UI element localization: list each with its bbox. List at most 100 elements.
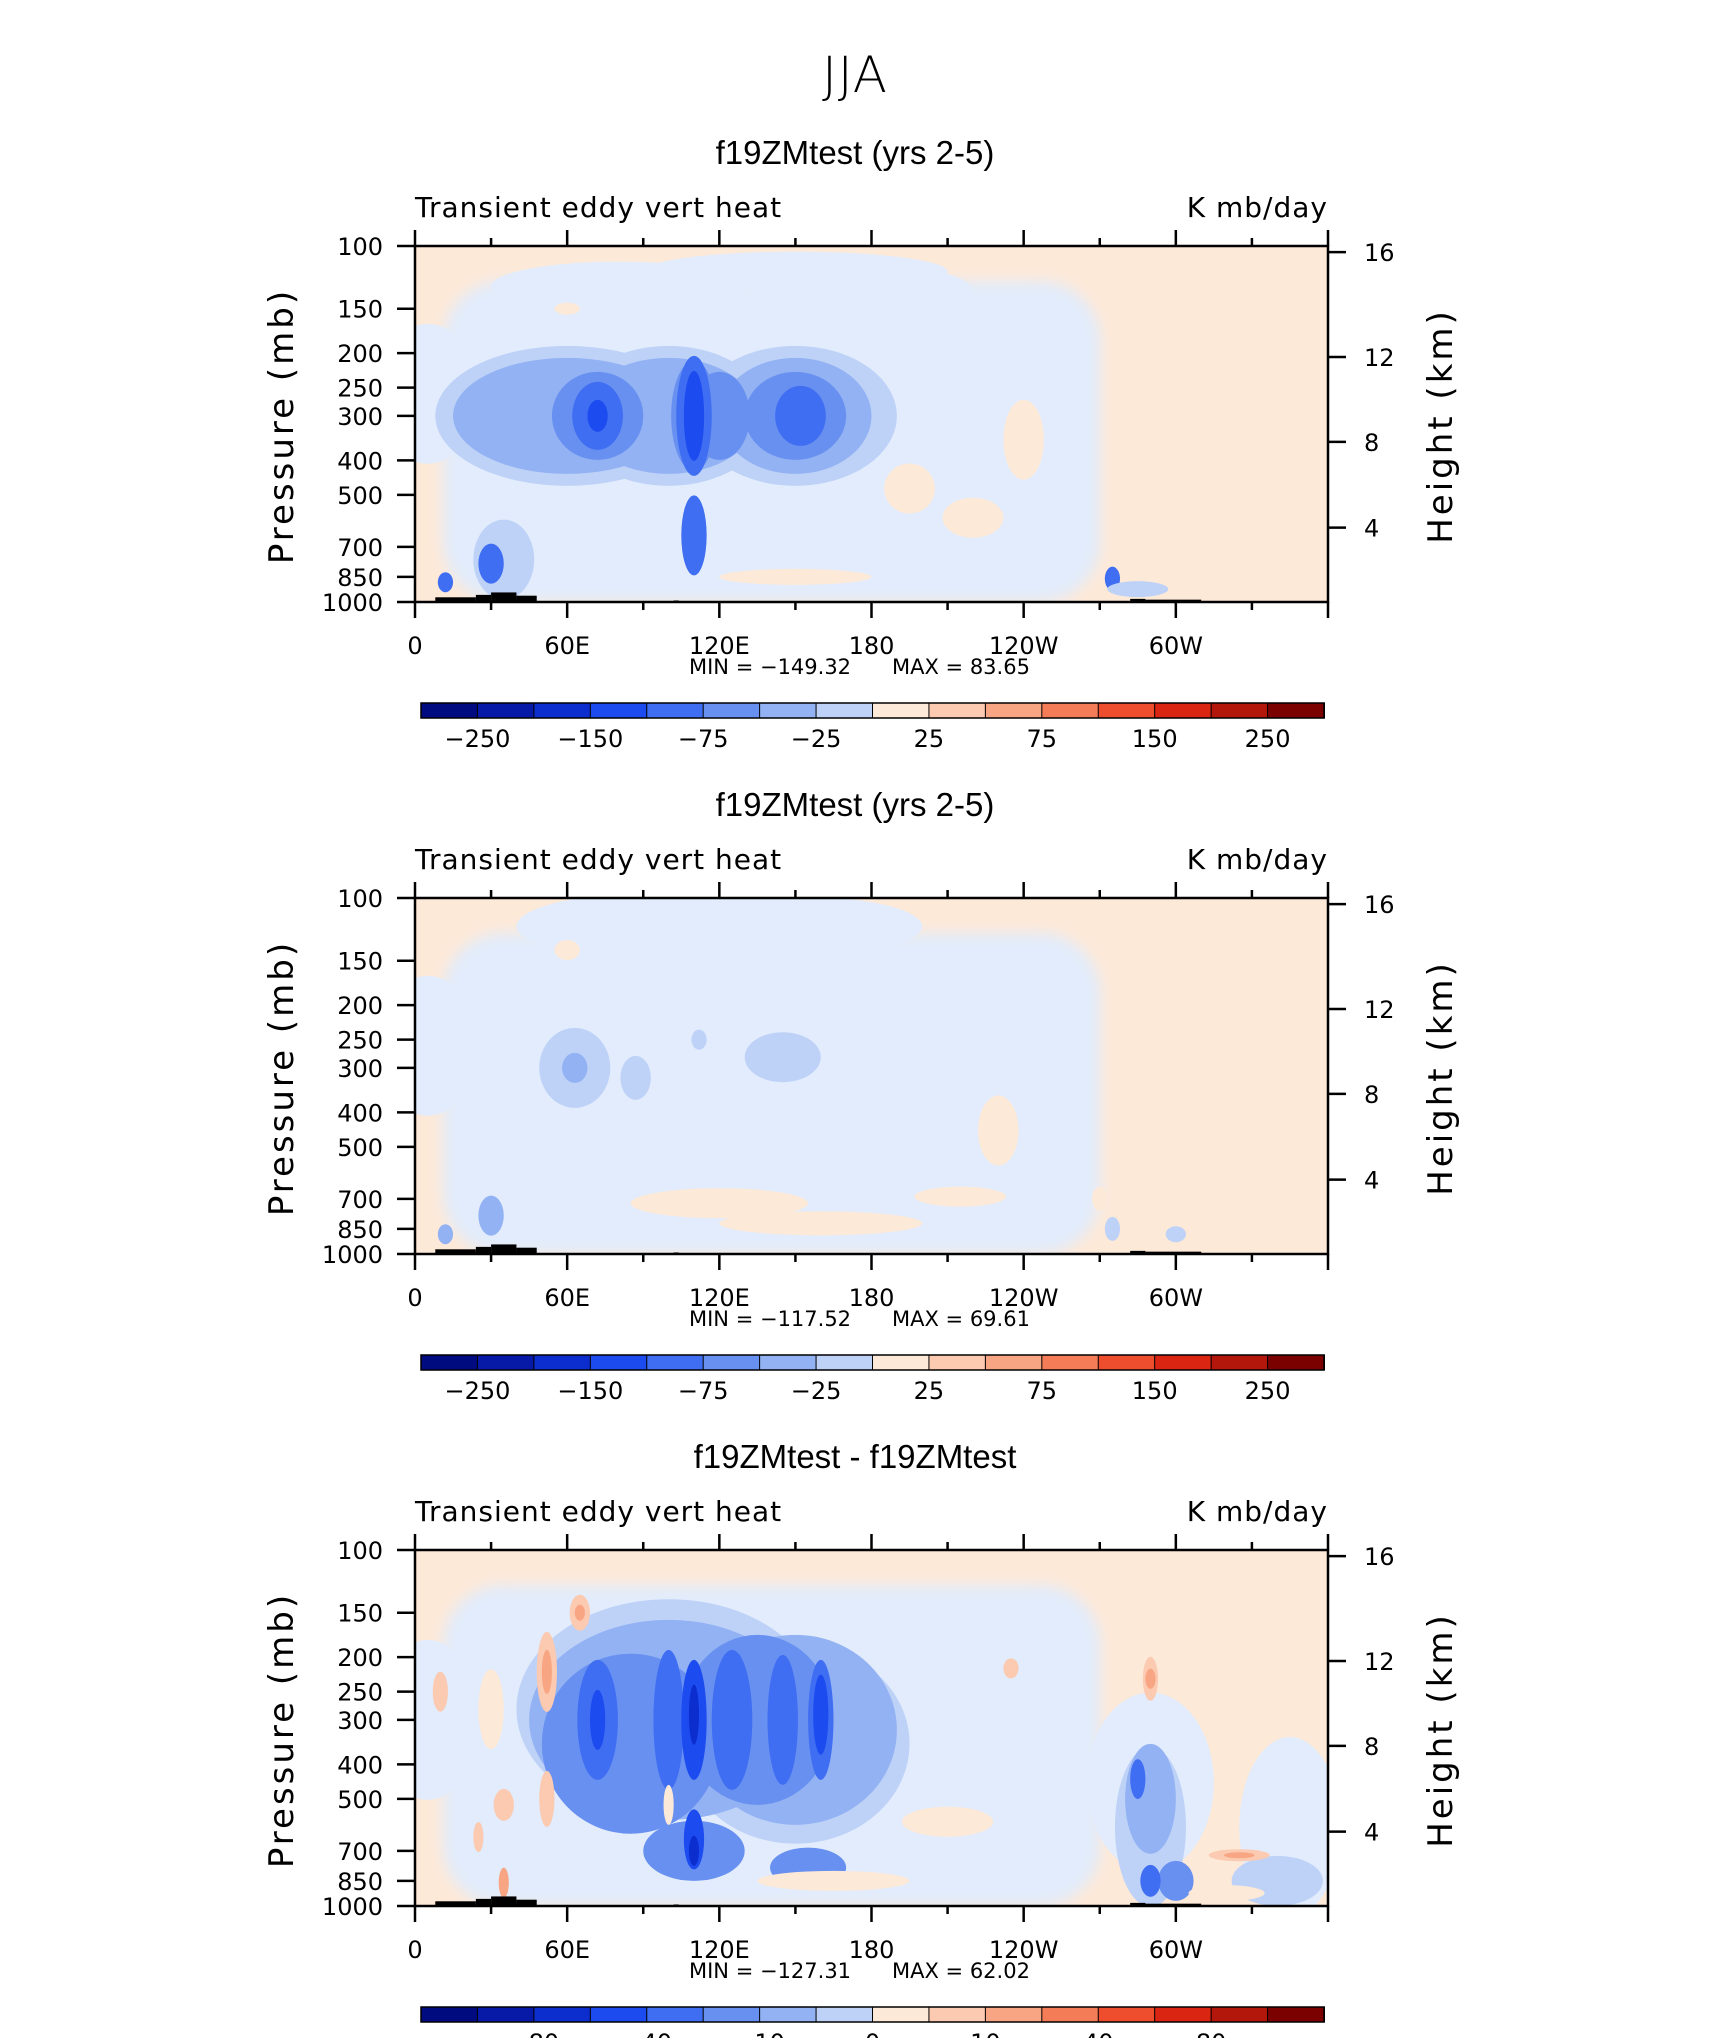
colorbar-label: −250 (444, 725, 510, 753)
colorbar-swatch (420, 2006, 479, 2023)
x-tick-label: 60W (1149, 1284, 1203, 1312)
colorbar-swatch (702, 1354, 761, 1371)
topography (516, 1899, 537, 1906)
y-tick-label: 150 (337, 1600, 383, 1628)
topography (516, 1247, 537, 1254)
x-tick-label: 120W (989, 632, 1059, 660)
units-label: K mb/day (1187, 843, 1328, 876)
colorbar-swatch (533, 702, 592, 719)
y-tick-label: 1000 (322, 1893, 383, 1921)
contour-region (539, 1770, 555, 1827)
x-tick-label: 60E (544, 1936, 590, 1964)
topography (435, 597, 476, 602)
colorbar-label: 75 (1027, 1377, 1058, 1405)
y-tick-label: 850 (337, 1216, 383, 1244)
y-tick-label: 1000 (322, 589, 383, 617)
y-tick-label: 150 (337, 296, 383, 324)
contour-region (1188, 1885, 1265, 1902)
max-label: MAX = 69.61 (892, 1307, 1030, 1331)
contour-region (960, 1724, 1088, 1805)
colorbar-swatch (476, 1354, 535, 1371)
y-tick-label: 500 (337, 1786, 383, 1814)
contour-region (432, 1671, 448, 1712)
y-tick-label: 500 (337, 1134, 383, 1162)
panel-title: f19ZMtest (yrs 2-5) (716, 786, 995, 823)
x-tick-label: 0 (407, 1284, 422, 1312)
contour-region (683, 370, 705, 461)
contour-region (688, 1835, 700, 1866)
x-tick-label: 60W (1149, 1936, 1203, 1964)
y-tick-label: 400 (337, 447, 383, 475)
y-tick-label: 1000 (322, 1241, 383, 1269)
contour-region (541, 1649, 552, 1694)
colorbar-label: 250 (1245, 1377, 1291, 1405)
colorbar-label: 10 (970, 2029, 1001, 2038)
y-axis-title: Pressure (mb) (262, 288, 302, 564)
contour-region (1125, 1743, 1176, 1854)
colorbar-swatch (533, 1354, 592, 1371)
contour-region (1158, 1860, 1194, 1901)
colorbar-swatch (1097, 1354, 1156, 1371)
contour-region (775, 385, 826, 446)
colorbar-swatch (1267, 2006, 1325, 2023)
contour-region (711, 1649, 753, 1790)
contour-region (1145, 1668, 1156, 1689)
y-axis-title: Pressure (mb) (262, 940, 302, 1216)
contour-region (562, 1052, 588, 1083)
y-tick-label: 850 (337, 564, 383, 592)
x-tick-label: 60E (544, 1284, 590, 1312)
y-tick-label: 250 (337, 1027, 383, 1055)
colorbar-swatch (815, 702, 874, 719)
contour-region (1003, 399, 1044, 480)
colorbar-swatch (984, 2006, 1043, 2023)
colorbar-swatch (702, 702, 761, 719)
contour-region (901, 1806, 994, 1837)
contour-region (719, 1211, 923, 1236)
contour-region (415, 1639, 479, 1800)
colorbar-label: −25 (791, 1377, 842, 1405)
contour-region (589, 1689, 606, 1750)
topography (516, 595, 537, 602)
y-right-tick-label: 8 (1364, 429, 1379, 457)
colorbar-swatch (872, 702, 930, 719)
x-tick-label: 0 (407, 1936, 422, 1964)
contour-region (1224, 1852, 1255, 1859)
field-label: Transient eddy vert heat (414, 843, 782, 876)
colorbar-swatch (815, 1354, 874, 1371)
y-right-tick-label: 4 (1364, 1167, 1379, 1195)
topography (475, 594, 492, 602)
topography (491, 1896, 517, 1906)
colorbar-label: −150 (557, 725, 623, 753)
contour-region (554, 302, 580, 315)
min-label: MIN = −127.31 (689, 1959, 851, 1983)
y-right-axis-title: Height (km) (1421, 960, 1461, 1196)
panel-3: f19ZMtest - f19ZMtest Transient eddy vert… (262, 1438, 1461, 2038)
colorbar-swatch (1154, 1354, 1213, 1371)
panel-title: f19ZMtest (yrs 2-5) (716, 134, 995, 171)
colorbar-swatch (759, 1354, 818, 1371)
x-tick-label: 120E (689, 1936, 750, 1964)
colorbar-swatch (928, 2006, 987, 2023)
contour-region (1092, 1186, 1108, 1211)
colorbar-swatch (702, 2006, 761, 2023)
contour-region (415, 975, 479, 1116)
colorbar-label: −10 (734, 2029, 785, 2038)
contour-region (478, 543, 504, 584)
colorbar-label: −150 (557, 1377, 623, 1405)
colorbar-swatch (1267, 702, 1325, 719)
contour-region (681, 495, 707, 576)
colorbar-swatch (1041, 702, 1100, 719)
y-tick-label: 250 (337, 1679, 383, 1707)
y-tick-label: 850 (337, 1868, 383, 1896)
contour-region (478, 1195, 504, 1236)
min-label: MIN = −117.52 (689, 1307, 851, 1331)
colorbar-swatch (1041, 2006, 1100, 2023)
contour-region (719, 568, 872, 585)
colorbar-swatch (1154, 2006, 1213, 2023)
contour-region (478, 1669, 504, 1750)
contour-region (884, 463, 935, 514)
y-tick-label: 200 (337, 992, 383, 1020)
contour-region (668, 898, 923, 957)
y-right-tick-label: 16 (1364, 239, 1395, 267)
x-tick-label: 120E (689, 632, 750, 660)
